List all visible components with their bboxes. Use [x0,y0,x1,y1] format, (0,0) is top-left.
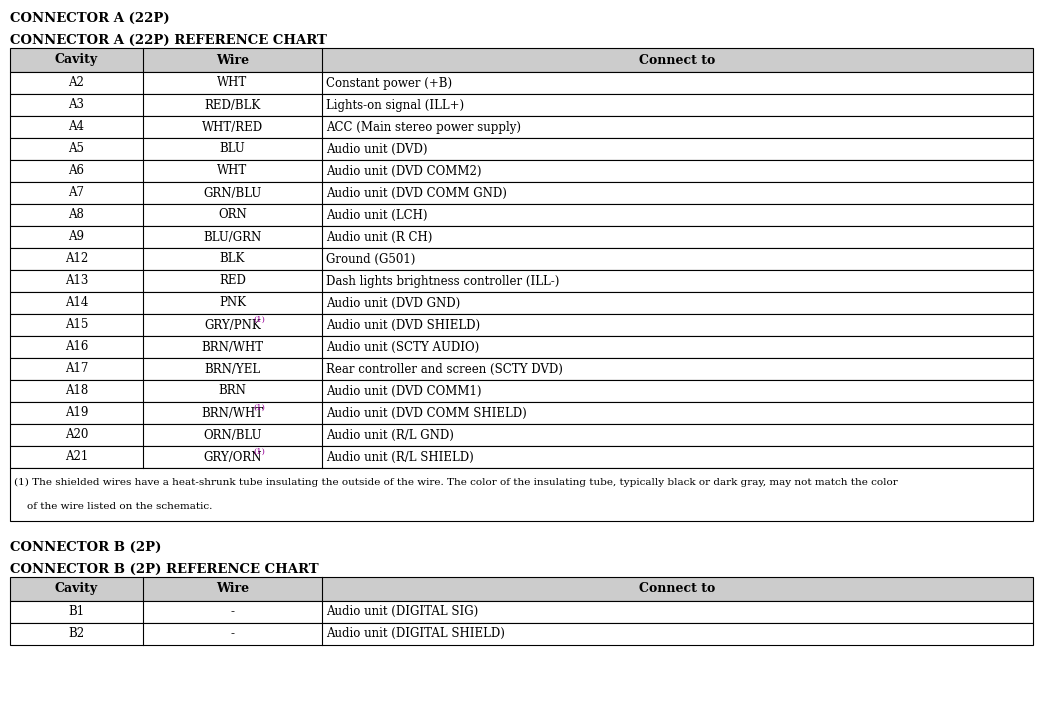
Bar [10,424,1033,446]
Text: GRN/BLU: GRN/BLU [203,187,262,200]
Text: A17: A17 [65,362,89,376]
Bar [10,72,1033,94]
Text: WHT/RED: WHT/RED [202,120,263,133]
Bar [10,601,1033,622]
Bar [10,270,1033,292]
Text: A15: A15 [65,319,89,332]
Text: BRN/WHT: BRN/WHT [201,341,264,354]
Text: Audio unit (DVD): Audio unit (DVD) [326,143,428,155]
Text: B1: B1 [69,605,84,618]
Text: Audio unit (LCH): Audio unit (LCH) [326,208,428,222]
Bar [10,577,1033,601]
Text: A2: A2 [69,76,84,90]
Text: (1): (1) [253,316,265,324]
Text: BRN: BRN [219,384,246,398]
Text: RED/BLK: RED/BLK [204,98,261,111]
Bar [10,446,1033,468]
Text: Audio unit (DIGITAL SIG): Audio unit (DIGITAL SIG) [326,605,479,618]
Bar [10,48,1033,72]
Text: A13: A13 [65,275,89,287]
Text: Audio unit (R/L GND): Audio unit (R/L GND) [326,429,454,441]
Bar [10,204,1033,226]
Bar [10,226,1033,248]
Bar [10,116,1033,138]
Text: A6: A6 [69,165,84,178]
Text: Audio unit (DVD COMM1): Audio unit (DVD COMM1) [326,384,482,398]
Text: Audio unit (SCTY AUDIO): Audio unit (SCTY AUDIO) [326,341,480,354]
Bar [10,182,1033,204]
Bar [10,138,1033,160]
Text: Dash lights brightness controller (ILL-): Dash lights brightness controller (ILL-) [326,275,559,287]
Bar [10,336,1033,358]
Text: GRY/ORN: GRY/ORN [203,451,262,463]
Text: Cavity: Cavity [55,583,98,595]
Text: ACC (Main stereo power supply): ACC (Main stereo power supply) [326,120,522,133]
Text: (1): (1) [253,404,265,412]
Text: A9: A9 [69,230,84,244]
Text: A21: A21 [65,451,88,463]
Text: Connect to: Connect to [639,53,715,66]
Text: A12: A12 [65,252,88,265]
Text: A3: A3 [69,98,84,111]
Text: Rear controller and screen (SCTY DVD): Rear controller and screen (SCTY DVD) [326,362,563,376]
Text: CONNECTOR A (22P) REFERENCE CHART: CONNECTOR A (22P) REFERENCE CHART [10,34,326,47]
Text: A7: A7 [69,187,84,200]
Text: A19: A19 [65,406,89,419]
Text: GRY/PNK: GRY/PNK [204,319,261,332]
Text: Lights-on signal (ILL+): Lights-on signal (ILL+) [326,98,464,111]
Text: -: - [231,605,235,618]
Text: PNK: PNK [219,297,246,309]
Text: Wire: Wire [216,583,249,595]
Text: BLK: BLK [220,252,245,265]
Text: of the wire listed on the schematic.: of the wire listed on the schematic. [14,501,213,511]
Bar [10,94,1033,116]
Text: BRN/YEL: BRN/YEL [204,362,261,376]
Text: Audio unit (DVD GND): Audio unit (DVD GND) [326,297,460,309]
Text: Audio unit (DVD COMM SHIELD): Audio unit (DVD COMM SHIELD) [326,406,527,419]
Bar [10,622,1033,645]
Text: Cavity: Cavity [55,53,98,66]
Text: Audio unit (DVD COMM GND): Audio unit (DVD COMM GND) [326,187,507,200]
Text: A14: A14 [65,297,89,309]
Text: A16: A16 [65,341,89,354]
Bar [10,468,1033,520]
Text: (1): (1) [253,448,265,456]
Text: BLU/GRN: BLU/GRN [203,230,262,244]
Text: Audio unit (DVD SHIELD): Audio unit (DVD SHIELD) [326,319,480,332]
Text: ORN/BLU: ORN/BLU [203,429,262,441]
Text: Audio unit (R CH): Audio unit (R CH) [326,230,433,244]
Bar [10,402,1033,424]
Text: Audio unit (DIGITAL SHIELD): Audio unit (DIGITAL SHIELD) [326,627,505,640]
Text: Audio unit (R/L SHIELD): Audio unit (R/L SHIELD) [326,451,474,463]
Text: Ground (G501): Ground (G501) [326,252,415,265]
Text: A18: A18 [65,384,88,398]
Text: A4: A4 [69,120,84,133]
Bar [10,380,1033,402]
Text: Connect to: Connect to [639,583,715,595]
Text: (1) The shielded wires have a heat-shrunk tube insulating the outside of the wir: (1) The shielded wires have a heat-shrun… [14,478,898,488]
Text: Constant power (+B): Constant power (+B) [326,76,452,90]
Bar [10,314,1033,336]
Text: BLU: BLU [220,143,245,155]
Text: WHT: WHT [217,76,247,90]
Text: A8: A8 [69,208,84,222]
Text: B2: B2 [69,627,84,640]
Text: CONNECTOR A (22P): CONNECTOR A (22P) [10,12,170,25]
Text: RED: RED [219,275,246,287]
Text: CONNECTOR B (2P) REFERENCE CHART: CONNECTOR B (2P) REFERENCE CHART [10,563,318,576]
Text: A5: A5 [69,143,84,155]
Text: CONNECTOR B (2P): CONNECTOR B (2P) [10,540,162,554]
Bar [10,292,1033,314]
Text: -: - [231,627,235,640]
Text: Audio unit (DVD COMM2): Audio unit (DVD COMM2) [326,165,482,178]
Text: WHT: WHT [217,165,247,178]
Text: BRN/WHT: BRN/WHT [201,406,264,419]
Bar [10,160,1033,182]
Bar [10,248,1033,270]
Bar [10,358,1033,380]
Text: Wire: Wire [216,53,249,66]
Text: A20: A20 [65,429,89,441]
Text: ORN: ORN [218,208,247,222]
